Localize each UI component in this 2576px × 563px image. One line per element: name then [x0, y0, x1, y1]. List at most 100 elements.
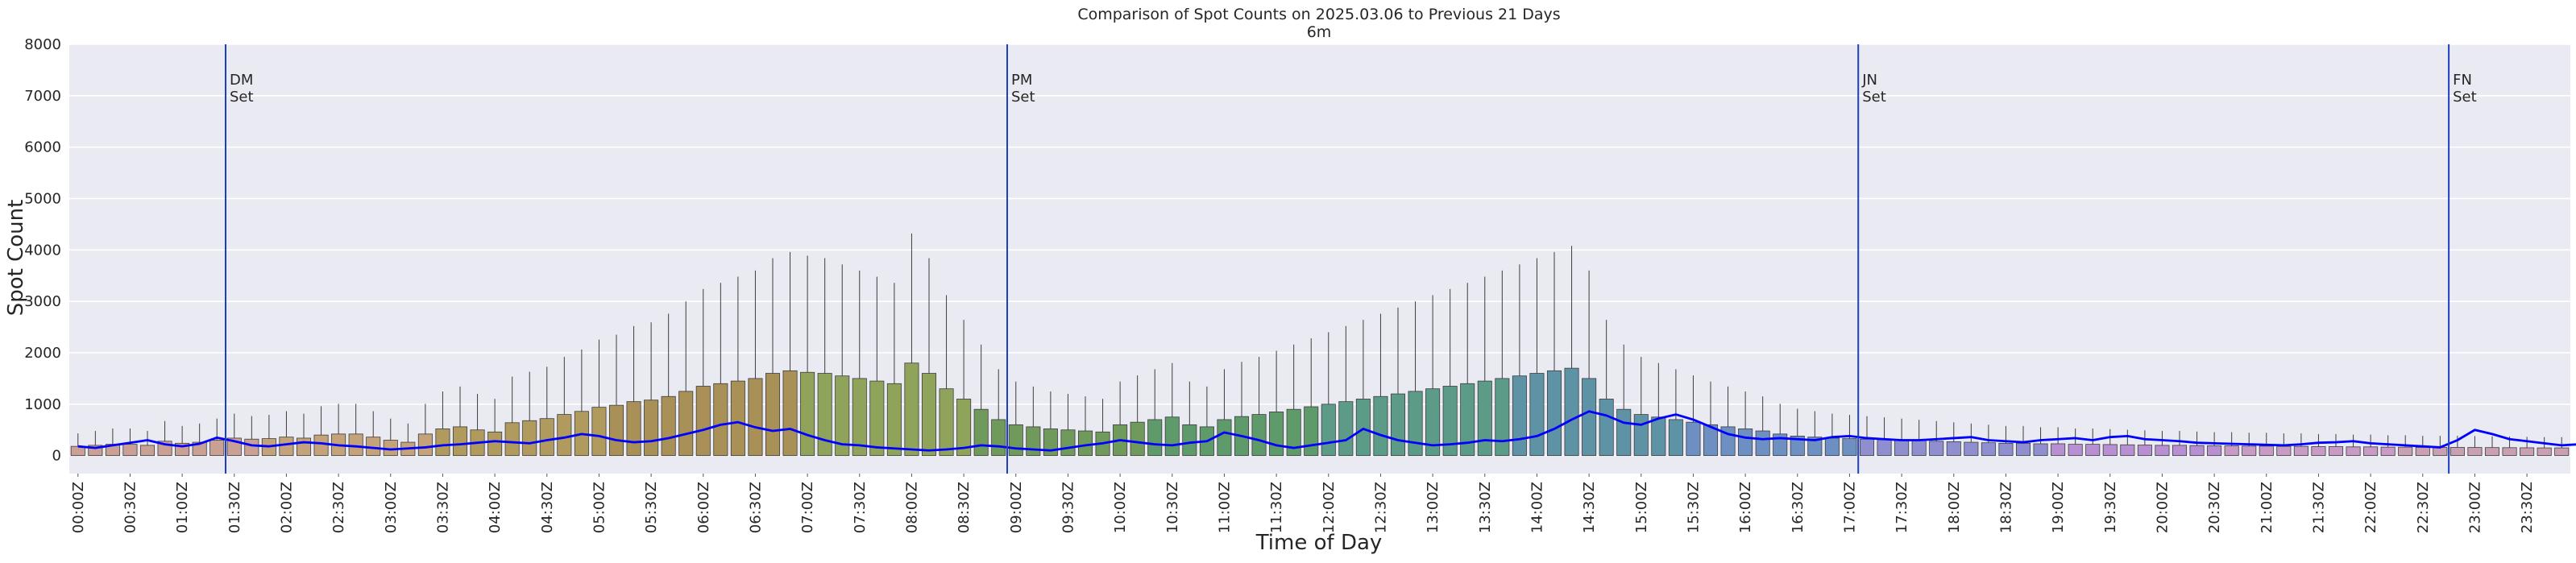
box	[1043, 428, 1058, 457]
box	[765, 373, 781, 457]
y-axis-label: Spot Count	[4, 200, 28, 317]
x-tick-label: 00:30Z	[122, 482, 139, 533]
box	[2155, 445, 2170, 457]
box	[1460, 383, 1475, 457]
box	[1269, 412, 1284, 457]
box	[209, 440, 225, 457]
box	[1182, 424, 1197, 457]
y-tick-label: 1000	[24, 396, 61, 413]
x-tick-label: 05:00Z	[591, 482, 608, 533]
box	[2172, 445, 2188, 457]
box	[1251, 414, 1267, 457]
box	[1442, 386, 1458, 457]
box	[800, 371, 815, 457]
box	[1338, 401, 1354, 457]
box	[348, 433, 363, 457]
box	[2120, 444, 2135, 457]
box	[2189, 445, 2205, 457]
box	[939, 388, 954, 457]
x-tick-label: 16:30Z	[1790, 482, 1807, 533]
box	[1529, 373, 1545, 457]
box	[644, 399, 659, 457]
x-tick-label: 22:30Z	[2415, 482, 2432, 533]
set-marker-label: Set	[1862, 89, 1886, 106]
box	[921, 373, 937, 457]
today-series	[77, 410, 2576, 452]
box	[1616, 408, 1632, 457]
chart-subtitle: 6m	[1307, 23, 1332, 41]
box	[1686, 421, 1701, 457]
box	[1008, 424, 1023, 457]
box	[730, 380, 745, 457]
box	[2537, 447, 2552, 457]
box	[2328, 446, 2344, 457]
box	[2449, 447, 2465, 457]
box	[2207, 445, 2222, 457]
box	[1668, 419, 1683, 457]
x-tick-label: 20:00Z	[2154, 482, 2171, 533]
box	[1981, 442, 1996, 457]
box	[1477, 380, 1492, 457]
box	[1998, 442, 2014, 457]
box	[1077, 430, 1093, 457]
box	[1633, 414, 1649, 457]
box	[2415, 447, 2430, 457]
box	[1755, 430, 1770, 457]
x-tick-label: 03:00Z	[383, 482, 400, 533]
x-tick-label: 23:30Z	[2519, 482, 2536, 533]
x-tick-label: 13:00Z	[1425, 482, 1441, 533]
box	[1842, 438, 1857, 457]
box	[661, 395, 676, 457]
box	[1911, 440, 1927, 457]
box	[1824, 437, 1840, 457]
box	[2311, 446, 2326, 457]
x-tick-label: 08:00Z	[903, 482, 920, 533]
box	[1355, 399, 1371, 457]
set-marker-label: Set	[1011, 89, 1035, 106]
box	[2259, 445, 2274, 457]
x-tick-label: 21:00Z	[2259, 482, 2275, 533]
box	[886, 383, 902, 457]
box	[1425, 388, 1441, 457]
box	[1703, 424, 1719, 457]
box	[557, 414, 572, 457]
box	[817, 373, 832, 457]
set-marker-label: Set	[2453, 89, 2477, 106]
x-tick-label: 17:30Z	[1894, 482, 1910, 533]
box	[2502, 447, 2517, 457]
box	[522, 420, 537, 457]
box	[748, 378, 763, 457]
x-tick-label: 03:30Z	[434, 482, 451, 533]
x-tick-label: 18:30Z	[1997, 482, 2014, 533]
x-tick-label: 18:00Z	[1946, 482, 1963, 533]
box	[1599, 399, 1614, 457]
box	[1495, 378, 1510, 457]
x-tick-label: 11:30Z	[1268, 482, 1285, 533]
box	[1026, 426, 1041, 457]
y-tick-label: 6000	[24, 139, 61, 156]
x-tick-label: 15:00Z	[1633, 482, 1650, 533]
chart-title: Comparison of Spot Counts on 2025.03.06 …	[1077, 6, 1560, 23]
box	[956, 399, 972, 457]
x-tick-label: 02:30Z	[330, 482, 347, 533]
y-tick-label: 2000	[24, 345, 61, 362]
x-tick-label: 13:30Z	[1477, 482, 1494, 533]
y-tick-label: 7000	[24, 88, 61, 105]
box	[782, 370, 798, 457]
plot-background	[69, 44, 2570, 474]
x-tick-label: 10:00Z	[1112, 482, 1129, 533]
x-tick-label: 22:00Z	[2362, 482, 2379, 533]
box	[2051, 443, 2066, 457]
x-tick-label: 20:30Z	[2206, 482, 2223, 533]
x-tick-label: 00:00Z	[70, 482, 87, 533]
box	[1929, 441, 1944, 457]
box	[1564, 367, 1579, 457]
box	[869, 380, 885, 457]
x-tick-label: 21:30Z	[2310, 482, 2327, 533]
y-tick-label: 0	[52, 448, 61, 465]
box	[504, 422, 520, 457]
x-tick-label: 16:00Z	[1737, 482, 1754, 533]
box	[2554, 447, 2570, 457]
box	[435, 428, 450, 457]
